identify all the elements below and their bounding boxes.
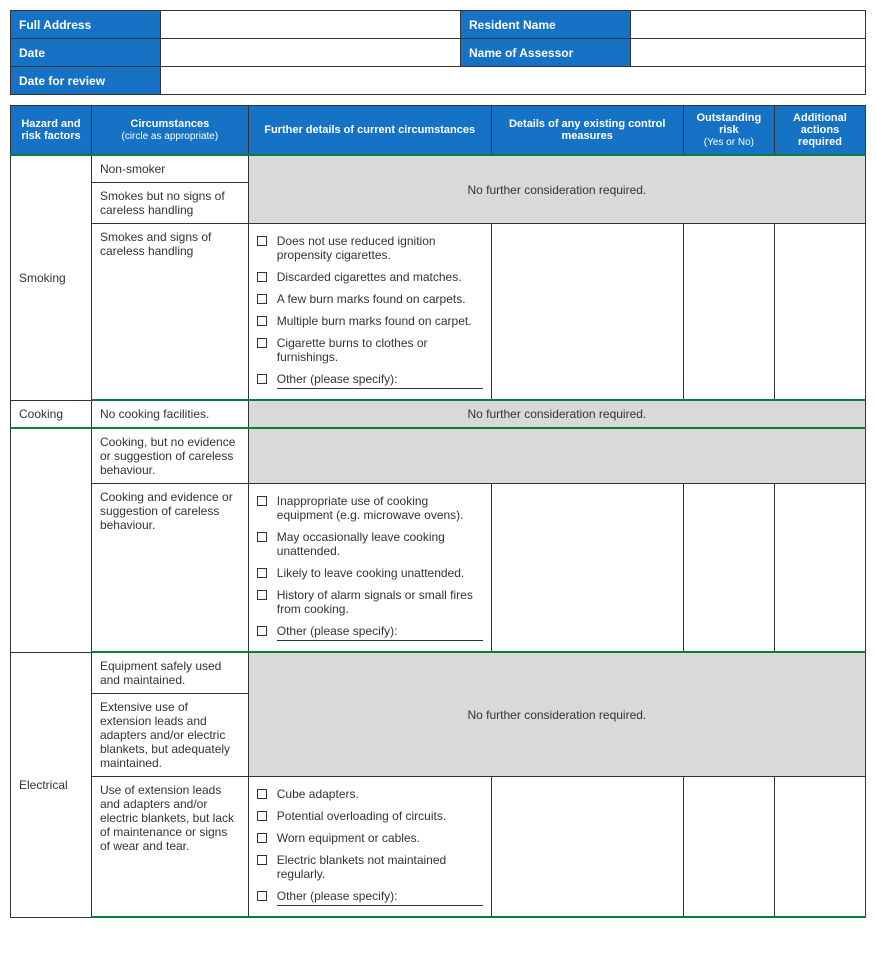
electrical-d1-text: Potential overloading of circuits. bbox=[277, 809, 483, 823]
col-outstanding: Outstanding risk (Yes or No) bbox=[683, 106, 774, 156]
cooking-d2[interactable]: Likely to leave cooking unattended. bbox=[257, 562, 483, 584]
cooking-row-1: Cooking No cooking facilities. No furthe… bbox=[11, 400, 866, 428]
date-label: Date bbox=[11, 39, 161, 67]
col-out-text: Outstanding risk bbox=[696, 112, 761, 136]
full-address-value[interactable] bbox=[161, 11, 461, 39]
col-hazard: Hazard and risk factors bbox=[11, 106, 92, 156]
cooking-d0[interactable]: Inappropriate use of cooking equipment (… bbox=[257, 490, 483, 526]
smoking-c3[interactable]: Smokes and signs of careless handling bbox=[91, 224, 248, 401]
electrical-row-3: Use of extension leads and adapters and/… bbox=[11, 777, 866, 918]
smoking-d0-text: Does not use reduced ignition propensity… bbox=[277, 234, 483, 262]
cooking-label: Cooking bbox=[11, 400, 92, 428]
smoking-label: Smoking bbox=[11, 155, 92, 400]
smoking-outstanding[interactable] bbox=[683, 224, 774, 401]
smoking-additional[interactable] bbox=[774, 224, 865, 401]
electrical-existing[interactable] bbox=[491, 777, 683, 918]
cooking-d3-text: History of alarm signals or small fires … bbox=[277, 588, 483, 616]
col-circumstances: Circumstances (circle as appropriate) bbox=[91, 106, 248, 156]
resident-name-label: Resident Name bbox=[461, 11, 631, 39]
cooking-d0-text: Inappropriate use of cooking equipment (… bbox=[277, 494, 483, 522]
col-circ-text: Circumstances bbox=[130, 118, 209, 130]
cooking-d3[interactable]: History of alarm signals or small fires … bbox=[257, 584, 483, 620]
electrical-d4-text: Other (please specify): bbox=[277, 889, 483, 906]
review-label: Date for review bbox=[11, 67, 161, 95]
col-circ-sub: (circle as appropriate) bbox=[121, 131, 218, 142]
cooking-label-blank bbox=[11, 428, 92, 652]
electrical-details: Cube adapters. Potential overloading of … bbox=[248, 777, 491, 918]
smoking-c1[interactable]: Non-smoker bbox=[91, 155, 248, 183]
electrical-d1[interactable]: Potential overloading of circuits. bbox=[257, 805, 483, 827]
electrical-d0[interactable]: Cube adapters. bbox=[257, 783, 483, 805]
electrical-row-1: Electrical Equipment safely used and mai… bbox=[11, 652, 866, 694]
electrical-c1[interactable]: Equipment safely used and maintained. bbox=[91, 652, 248, 694]
electrical-d3-text: Electric blankets not maintained regular… bbox=[277, 853, 483, 881]
col-additional: Additional actions required bbox=[774, 106, 865, 156]
smoking-d5[interactable]: Other (please specify): bbox=[257, 368, 483, 393]
assessment-table: Hazard and risk factors Circumstances (c… bbox=[10, 105, 866, 918]
smoking-d4[interactable]: Cigarette burns to clothes or furnishing… bbox=[257, 332, 483, 368]
smoking-d1[interactable]: Discarded cigarettes and matches. bbox=[257, 266, 483, 288]
cooking-row-3: Cooking and evidence or suggestion of ca… bbox=[11, 484, 866, 653]
cooking-d4[interactable]: Other (please specify): bbox=[257, 620, 483, 645]
smoking-d1-text: Discarded cigarettes and matches. bbox=[277, 270, 483, 284]
cooking-blank-shade bbox=[248, 428, 865, 484]
smoking-d3-text: Multiple burn marks found on carpet. bbox=[277, 314, 483, 328]
cooking-details: Inappropriate use of cooking equipment (… bbox=[248, 484, 491, 653]
smoking-d2-text: A few burn marks found on carpets. bbox=[277, 292, 483, 306]
assessor-value[interactable] bbox=[631, 39, 866, 67]
cooking-d1-text: May occasionally leave cooking unattende… bbox=[277, 530, 483, 558]
cooking-existing[interactable] bbox=[491, 484, 683, 653]
cooking-c3[interactable]: Cooking and evidence or suggestion of ca… bbox=[91, 484, 248, 653]
col-further: Further details of current circumstances bbox=[248, 106, 491, 156]
col-existing: Details of any existing control measures bbox=[491, 106, 683, 156]
cooking-additional[interactable] bbox=[774, 484, 865, 653]
review-value[interactable] bbox=[161, 67, 866, 95]
header-row: Hazard and risk factors Circumstances (c… bbox=[11, 106, 866, 156]
smoking-d4-text: Cigarette burns to clothes or furnishing… bbox=[277, 336, 483, 364]
cooking-no-further: No further consideration required. bbox=[248, 400, 865, 428]
cooking-c1[interactable]: No cooking facilities. bbox=[91, 400, 248, 428]
smoking-details: Does not use reduced ignition propensity… bbox=[248, 224, 491, 401]
smoking-no-further: No further consideration required. bbox=[248, 155, 865, 224]
electrical-label: Electrical bbox=[11, 652, 92, 917]
electrical-no-further: No further consideration required. bbox=[248, 652, 865, 777]
cooking-outstanding[interactable] bbox=[683, 484, 774, 653]
smoking-d2[interactable]: A few burn marks found on carpets. bbox=[257, 288, 483, 310]
smoking-c2[interactable]: Smokes but no signs of careless handling bbox=[91, 183, 248, 224]
smoking-row-3: Smokes and signs of careless handling Do… bbox=[11, 224, 866, 401]
date-value[interactable] bbox=[161, 39, 461, 67]
electrical-additional[interactable] bbox=[774, 777, 865, 918]
smoking-d5-text: Other (please specify): bbox=[277, 372, 483, 389]
info-table: Full Address Resident Name Date Name of … bbox=[10, 10, 866, 95]
cooking-d4-text: Other (please specify): bbox=[277, 624, 483, 641]
smoking-row-1: Smoking Non-smoker No further considerat… bbox=[11, 155, 866, 183]
col-out-sub: (Yes or No) bbox=[704, 137, 754, 148]
cooking-d2-text: Likely to leave cooking unattended. bbox=[277, 566, 483, 580]
assessor-label: Name of Assessor bbox=[461, 39, 631, 67]
electrical-c2[interactable]: Extensive use of extension leads and ada… bbox=[91, 694, 248, 777]
electrical-outstanding[interactable] bbox=[683, 777, 774, 918]
smoking-existing[interactable] bbox=[491, 224, 683, 401]
electrical-d0-text: Cube adapters. bbox=[277, 787, 483, 801]
cooking-d1[interactable]: May occasionally leave cooking unattende… bbox=[257, 526, 483, 562]
resident-name-value[interactable] bbox=[631, 11, 866, 39]
cooking-row-2: Cooking, but no evidence or suggestion o… bbox=[11, 428, 866, 484]
smoking-d0[interactable]: Does not use reduced ignition propensity… bbox=[257, 230, 483, 266]
electrical-d2-text: Worn equipment or cables. bbox=[277, 831, 483, 845]
electrical-d2[interactable]: Worn equipment or cables. bbox=[257, 827, 483, 849]
electrical-d4[interactable]: Other (please specify): bbox=[257, 885, 483, 910]
smoking-d3[interactable]: Multiple burn marks found on carpet. bbox=[257, 310, 483, 332]
full-address-label: Full Address bbox=[11, 11, 161, 39]
cooking-c2[interactable]: Cooking, but no evidence or suggestion o… bbox=[91, 428, 248, 484]
electrical-c3[interactable]: Use of extension leads and adapters and/… bbox=[91, 777, 248, 918]
electrical-d3[interactable]: Electric blankets not maintained regular… bbox=[257, 849, 483, 885]
